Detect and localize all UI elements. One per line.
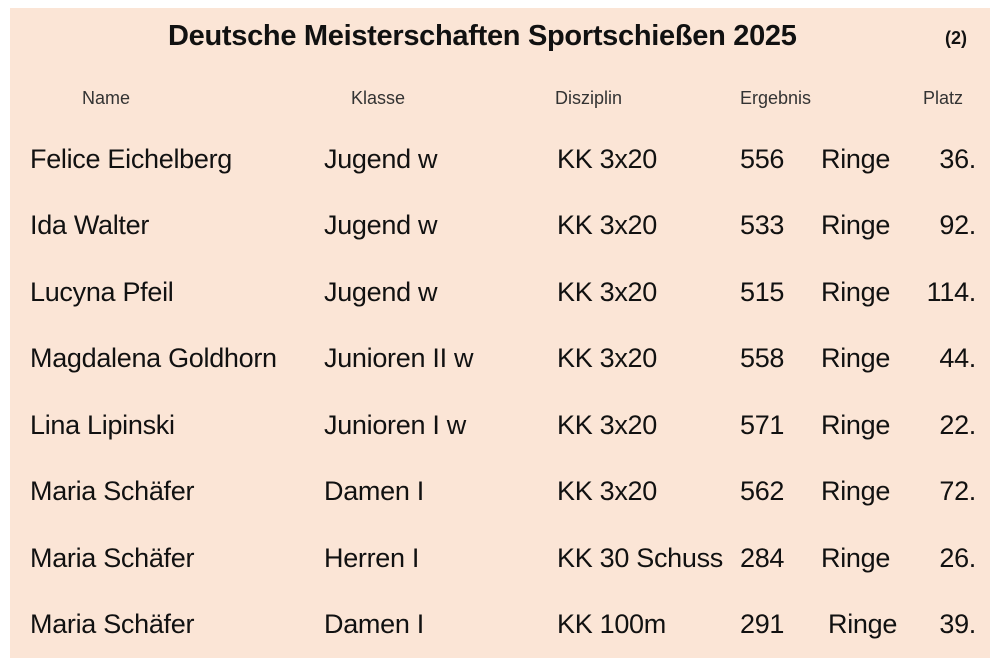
table-row: Lina Lipinski Junioren I w KK 3x20 571 R… (10, 410, 990, 450)
athlete-name: Ida Walter (30, 210, 150, 240)
result-score: 284 (740, 543, 785, 573)
table-row: Magdalena Goldhorn Junioren II w KK 3x20… (10, 343, 990, 383)
athlete-class: Damen I (324, 609, 424, 639)
placement: 36. (939, 144, 976, 174)
athlete-class: Jugend w (324, 144, 438, 174)
result-unit: Ringe (821, 277, 891, 307)
athlete-name: Maria Schäfer (30, 609, 195, 639)
results-sheet: Deutsche Meisterschaften Sportschießen 2… (10, 8, 990, 658)
column-header-platz: Platz (923, 88, 964, 108)
table-row: Felice Eichelberg Jugend w KK 3x20 556 R… (10, 144, 990, 184)
discipline: KK 3x20 (557, 210, 657, 240)
result-score: 291 (740, 609, 785, 639)
discipline: KK 3x20 (557, 476, 657, 506)
result-unit: Ringe (821, 144, 891, 174)
page-title: Deutsche Meisterschaften Sportschießen 2… (168, 20, 797, 52)
athlete-name: Felice Eichelberg (30, 144, 233, 174)
athlete-name: Lucyna Pfeil (30, 277, 174, 307)
athlete-name: Maria Schäfer (30, 476, 195, 506)
athlete-name: Maria Schäfer (30, 543, 195, 573)
result-score: 515 (740, 277, 785, 307)
result-score: 556 (740, 144, 785, 174)
column-header-disziplin: Disziplin (555, 88, 623, 108)
athlete-class: Junioren II w (324, 343, 474, 373)
placement: 22. (939, 410, 976, 440)
result-score: 558 (740, 343, 785, 373)
placement: 26. (939, 543, 976, 573)
discipline: KK 3x20 (557, 343, 657, 373)
result-score: 533 (740, 210, 785, 240)
table-row: Lucyna Pfeil Jugend w KK 3x20 515 Ringe … (10, 277, 990, 317)
discipline: KK 3x20 (557, 144, 657, 174)
result-unit: Ringe (828, 609, 898, 639)
discipline: KK 3x20 (557, 410, 657, 440)
athlete-class: Junioren I w (324, 410, 466, 440)
result-unit: Ringe (821, 343, 891, 373)
discipline: KK 100m (557, 609, 666, 639)
placement: 39. (939, 609, 976, 639)
result-score: 562 (740, 476, 785, 506)
table-row: Maria Schäfer Damen I KK 100m 291 Ringe … (10, 609, 990, 649)
page-number: (2) (945, 28, 967, 48)
result-unit: Ringe (821, 543, 891, 573)
placement: 72. (939, 476, 976, 506)
athlete-class: Jugend w (324, 277, 438, 307)
placement: 92. (939, 210, 976, 240)
discipline: KK 30 Schuss (557, 543, 723, 573)
table-row: Maria Schäfer Herren I KK 30 Schuss 284 … (10, 543, 990, 583)
placement: 44. (939, 343, 976, 373)
column-header-name: Name (82, 88, 131, 108)
discipline: KK 3x20 (557, 277, 657, 307)
athlete-class: Herren I (324, 543, 420, 573)
athlete-name: Magdalena Goldhorn (30, 343, 277, 373)
result-score: 571 (740, 410, 785, 440)
placement: 114. (926, 277, 977, 307)
athlete-name: Lina Lipinski (30, 410, 175, 440)
column-header-klasse: Klasse (351, 88, 406, 108)
result-unit: Ringe (821, 476, 891, 506)
table-row: Ida Walter Jugend w KK 3x20 533 Ringe 92… (10, 210, 990, 250)
result-unit: Ringe (821, 410, 891, 440)
athlete-class: Jugend w (324, 210, 438, 240)
result-unit: Ringe (821, 210, 891, 240)
column-header-ergebnis: Ergebnis (740, 88, 812, 108)
athlete-class: Damen I (324, 476, 424, 506)
table-row: Maria Schäfer Damen I KK 3x20 562 Ringe … (10, 476, 990, 516)
